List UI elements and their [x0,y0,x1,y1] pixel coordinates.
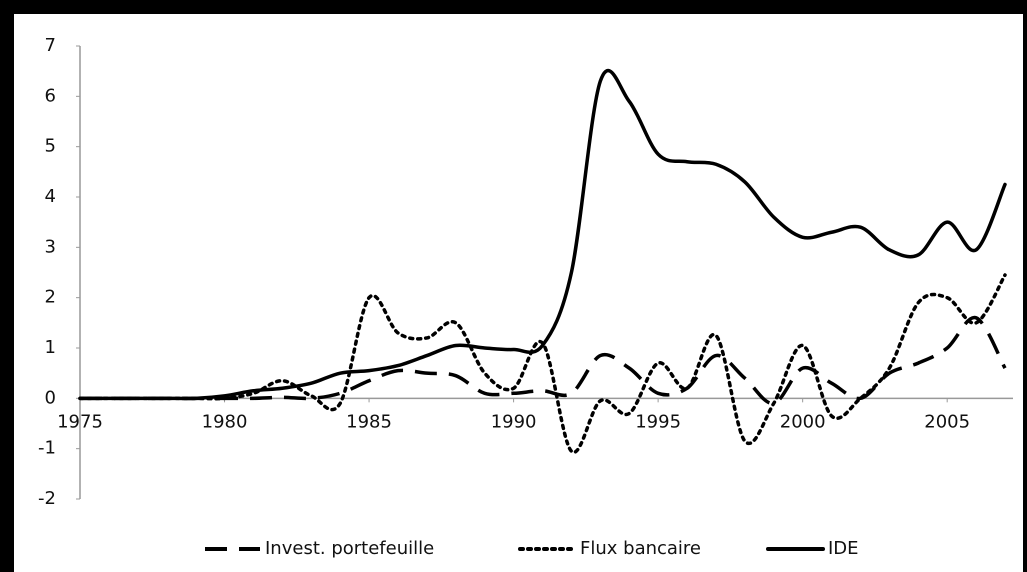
y-tick-label: -1 [38,438,56,459]
x-tick-label: 2005 [924,411,970,432]
x-tick-label: 2000 [780,411,826,432]
x-tick-label: 1980 [202,411,248,432]
y-tick-label: 1 [45,337,56,358]
legend-label: Flux bancaire [580,538,701,559]
y-tick-label: 4 [45,186,56,207]
y-tick-label: 3 [45,236,56,257]
y-tick-label: 5 [45,136,56,157]
y-tick-label: 2 [45,287,56,308]
legend-label: Invest. portefeuille [265,538,434,559]
y-tick-label: 7 [45,35,56,56]
series-line [80,316,1007,406]
series-line [78,68,1007,401]
x-tick-label: 1975 [57,411,103,432]
legend-label: IDE [828,538,859,559]
x-tick-label: 1985 [346,411,392,432]
x-tick-label: 1990 [491,411,537,432]
x-tick-label: 1995 [635,411,681,432]
series-line [78,273,1007,454]
y-tick-label: 6 [45,85,56,106]
y-tick-label: -2 [38,488,56,509]
y-tick-label: 0 [45,387,56,408]
